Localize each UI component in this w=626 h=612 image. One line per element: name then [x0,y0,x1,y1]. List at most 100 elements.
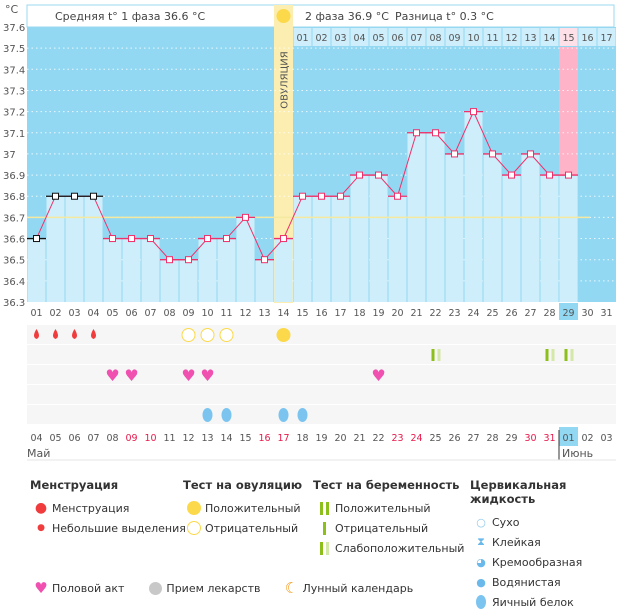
current-date-highlight [559,427,578,446]
temperature-bar-29 [559,175,578,302]
phase2-day-cell [426,28,445,46]
x-tick-label: 11 [220,308,232,319]
temperature-point-16 [318,192,325,200]
marker-row [27,345,616,364]
date-label: 22 [372,433,384,444]
y-tick-label: 36.4 [3,277,25,288]
x-tick-label: 14 [277,308,289,319]
phase2-day-label: 13 [524,33,536,44]
x-tick-label: 12 [239,308,251,319]
current-day-highlight [559,303,578,320]
temperature-point-06 [128,235,135,243]
legend-label: Прием лекарств [166,581,261,595]
ovulation-negative-icon [181,328,196,342]
date-label: 14 [220,433,232,444]
temperature-point-21 [413,129,420,137]
date-label: 17 [277,433,289,444]
dry-icon: ○ [476,515,486,529]
phase2-average: 2 фаза 36.9 °C [305,10,389,23]
temperature-bar-18 [350,175,369,302]
temperature-point-17 [337,192,344,200]
phase2-day-label: 08 [429,33,441,44]
marker-row [27,405,616,424]
date-label: 28 [486,433,498,444]
phase2-day-label: 02 [315,33,327,44]
x-tick-label: 03 [68,308,80,319]
x-tick-label: 29 [562,308,574,319]
y-tick-label: 37.6 [3,23,25,34]
phase2-day-cell [369,28,388,46]
date-label: 05 [49,433,61,444]
y-axis-unit: °C [5,3,19,16]
temperature-point-19 [375,171,382,179]
date-label: 27 [467,433,479,444]
marker-row [27,365,616,384]
x-tick-label: 01 [30,308,42,319]
x-tick-label: 05 [106,308,118,319]
temperature-point-12 [242,213,249,221]
y-tick-label: 37.4 [3,65,25,76]
egg-white-icon [470,595,492,609]
temperature-point-03 [71,192,78,200]
phase2-day-cell [445,28,464,46]
legend-title: Менструация [30,478,119,492]
phase2-day-cell [483,28,502,46]
phase2-day-cell [388,28,407,46]
legend-title: Тест на беременность [313,478,460,492]
temperature-point-11 [223,235,230,243]
y-tick-label: 37.5 [3,44,25,55]
positive-circle-icon [183,501,205,515]
x-tick-label: 27 [524,308,536,319]
date-label: 20 [334,433,346,444]
temperature-point-05 [109,235,116,243]
date-label: 01 [562,433,574,444]
phase2-day-label: 10 [467,33,479,44]
temperature-bar-25 [483,153,502,302]
phase2-day-label: 04 [353,33,365,44]
temperature-point-01 [33,235,40,243]
egg-white-icon [297,408,308,422]
x-tick-label: 15 [296,308,308,319]
date-label: 12 [182,433,194,444]
temperature-bar-23 [445,153,464,302]
temperature-point-27 [527,150,534,158]
date-label: 24 [410,433,422,444]
legend-label: Небольшие выделения [52,521,186,535]
legend-label: Яичный белок [492,595,574,609]
date-label: 18 [296,433,308,444]
date-label: 02 [581,433,593,444]
date-label: 16 [258,433,270,444]
temperature-bar-27 [521,153,540,302]
legend-pregnancy: Тест на беременность Положительный Отриц… [313,478,464,558]
phase2-day-cell [578,28,597,46]
phase2-day-label: 15 [562,33,574,44]
x-tick-label: 25 [486,308,498,319]
legend-label: Отрицательный [335,521,429,535]
heart-icon: ♥ [34,579,48,597]
blood-drop-icon: ● [34,500,48,516]
date-label: 19 [315,433,327,444]
legend-label: Водянистая [492,575,561,589]
date-label: 10 [144,433,156,444]
watery-icon: ● [476,575,486,589]
legend-cervical: Цервикальная жидкость ○ Сухо ⧗ Клейкая ◕ Кр… [470,478,626,612]
ovulation-negative-icon [219,328,234,342]
date-label: 23 [391,433,403,444]
y-tick-label: 36.3 [3,298,25,309]
phase2-day-cell [350,28,369,46]
temperature-bar-16 [312,196,331,302]
y-tick-label: 36.8 [3,192,25,203]
sun-icon [276,9,291,23]
header-box [26,4,615,28]
heart-icon: ♥ [181,366,195,385]
temperature-point-20 [394,192,401,200]
ovulation-positive-icon [276,328,291,342]
date-label: 31 [543,433,555,444]
legend-menstruation: Менструация ● Менструация ● Небольшие выде… [30,478,186,538]
month-label: Июнь [562,447,593,460]
legend-label: Кремообразная [492,555,583,569]
egg-white-icon [221,408,232,422]
temperature-point-02 [52,192,59,200]
y-tick-label: 37.3 [3,86,25,97]
x-tick-label: 13 [258,308,270,319]
